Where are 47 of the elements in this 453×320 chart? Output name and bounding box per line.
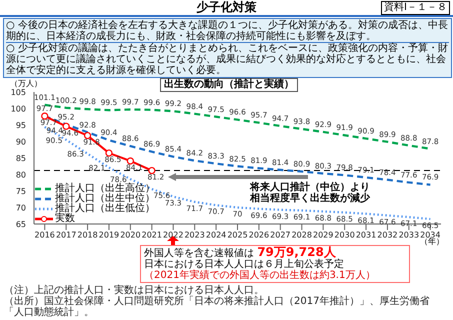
text: ○ 少子化対策の議論は、たたき台がとりまとめられ、これをベースに、政策強化の内容・予算・財源について更に議論されていくことになるが、成果に結びつく効果的な対応とするとともに、社会全体で安定的に支える財源を確保していく必要。: [6, 42, 449, 76]
legend-label: 推計人口（出生高位）: [55, 183, 155, 194]
text: （注）上記の推計人口・実数は日本における日本人人口。: [4, 285, 264, 296]
x-tick-label: 2017: [56, 230, 76, 240]
annotation: 将来人口推計（中位）より: [250, 182, 370, 193]
text: 日本における日本人人口は６月上旬公表予定: [144, 259, 345, 270]
annotation: 相当程度早く出生数が減少: [250, 193, 370, 204]
x-tick-label: 2027: [270, 230, 291, 240]
y-tick-label: 100: [10, 104, 26, 114]
chart-subtitle: 出生数の動向（推計と実績）: [160, 78, 298, 92]
x-tick-label: 2031: [356, 230, 376, 240]
text: 79万9,728人: [257, 245, 336, 259]
text: 資料Ⅰ－１－８: [381, 1, 450, 15]
y-tick-label: 75: [16, 186, 26, 196]
x-tick-label: 2016: [34, 230, 55, 240]
y-tick-label: 80: [16, 170, 26, 180]
text: （出所）国立社会保障・人口問題研究所「日本の将来推計人口（2017年推計）」、厚生労働省「人口動態統計」。: [4, 296, 430, 318]
x-tick-label: 2019: [98, 230, 120, 240]
x-tick-label: 2020: [120, 230, 141, 240]
text: ○ 今後の日本の経済社会を左右する大きな課題の１つに、少子化対策がある。対策の成否は、中長期的に、日本経済の成長力にも、財政・社会保障の持続可能性にも影響を及ぼす。: [6, 20, 449, 42]
y-tick-label: 105: [10, 88, 26, 97]
x-tick-label: 2024: [206, 230, 226, 240]
chart-title: 少子化対策: [196, 0, 256, 14]
legend-label: 実数: [55, 213, 75, 224]
x-tick-label: 2032: [377, 230, 398, 240]
x-axis-title: （年）: [420, 237, 444, 247]
x-tick-label: 2033: [398, 230, 420, 240]
text: 外国人等を含む速報値は: [144, 248, 254, 259]
x-tick-label: 2018: [77, 230, 98, 240]
y-tick-label: 90: [16, 137, 26, 146]
y-axis-title: （万人）: [10, 78, 42, 89]
x-tick-label: 2025: [227, 230, 248, 240]
x-tick-label: 2029: [313, 230, 334, 240]
y-tick-label: 85: [16, 154, 26, 163]
legend-label: 推計人口（出生中位）: [55, 193, 155, 204]
y-tick-label: 70: [16, 203, 26, 212]
x-tick-label: 2021: [142, 230, 162, 240]
x-tick-label: 2030: [334, 230, 355, 240]
x-tick-label: 2028: [292, 230, 312, 240]
legend-label: 推計人口（出生低位）: [55, 203, 155, 214]
y-tick-label: 95: [16, 120, 26, 130]
x-tick-label: 2023: [184, 230, 205, 240]
x-tick-label: 2026: [248, 230, 270, 240]
x-tick-label: 2022: [163, 230, 184, 240]
text: （2021年実績での外国人等の出生数は約3.1万人）: [144, 270, 376, 281]
point: [62, 122, 70, 130]
y-tick-label: 65: [16, 220, 26, 229]
